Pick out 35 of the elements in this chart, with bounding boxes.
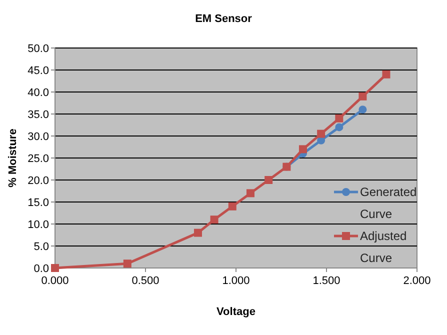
y-tick-label: 45.0 [28, 64, 49, 77]
point [194, 228, 202, 237]
y-tick-label: 0.0 [34, 262, 49, 275]
point [298, 145, 307, 154]
x-tick-label: 1.000 [222, 275, 250, 287]
point [358, 92, 367, 100]
point [123, 260, 132, 268]
point [335, 123, 344, 132]
legend-label: Adjusted Curve [360, 229, 407, 265]
chart-title: EM Sensor [195, 13, 253, 25]
y-tick-label: 40.0 [28, 86, 49, 99]
point [246, 189, 254, 198]
x-tick-label: 2.000 [403, 275, 431, 287]
y-tick-label: 10.0 [28, 218, 49, 231]
y-tick-label: 20.0 [28, 174, 49, 187]
point [382, 70, 390, 78]
x-axis-title: Voltage [216, 306, 256, 318]
y-tick-label: 5.0 [34, 240, 49, 253]
x-tick-label: 0.500 [132, 275, 160, 287]
point [228, 202, 236, 210]
legend-label: Generated Curve [360, 185, 417, 221]
y-tick-label: 25.0 [28, 152, 49, 165]
point [264, 176, 273, 184]
point [317, 130, 326, 138]
y-axis-title: % Moisture [7, 128, 19, 188]
point [358, 106, 367, 114]
point [210, 216, 218, 224]
point [51, 264, 59, 272]
x-tick-label: 1.500 [312, 275, 340, 287]
y-tick-label: 50.0 [28, 42, 49, 55]
point [335, 114, 344, 122]
x-tick-label: 0.000 [41, 275, 69, 287]
y-tick-label: 15.0 [28, 196, 49, 209]
y-tick-label: 30.0 [28, 130, 49, 143]
y-tick-label: 35.0 [28, 108, 49, 121]
